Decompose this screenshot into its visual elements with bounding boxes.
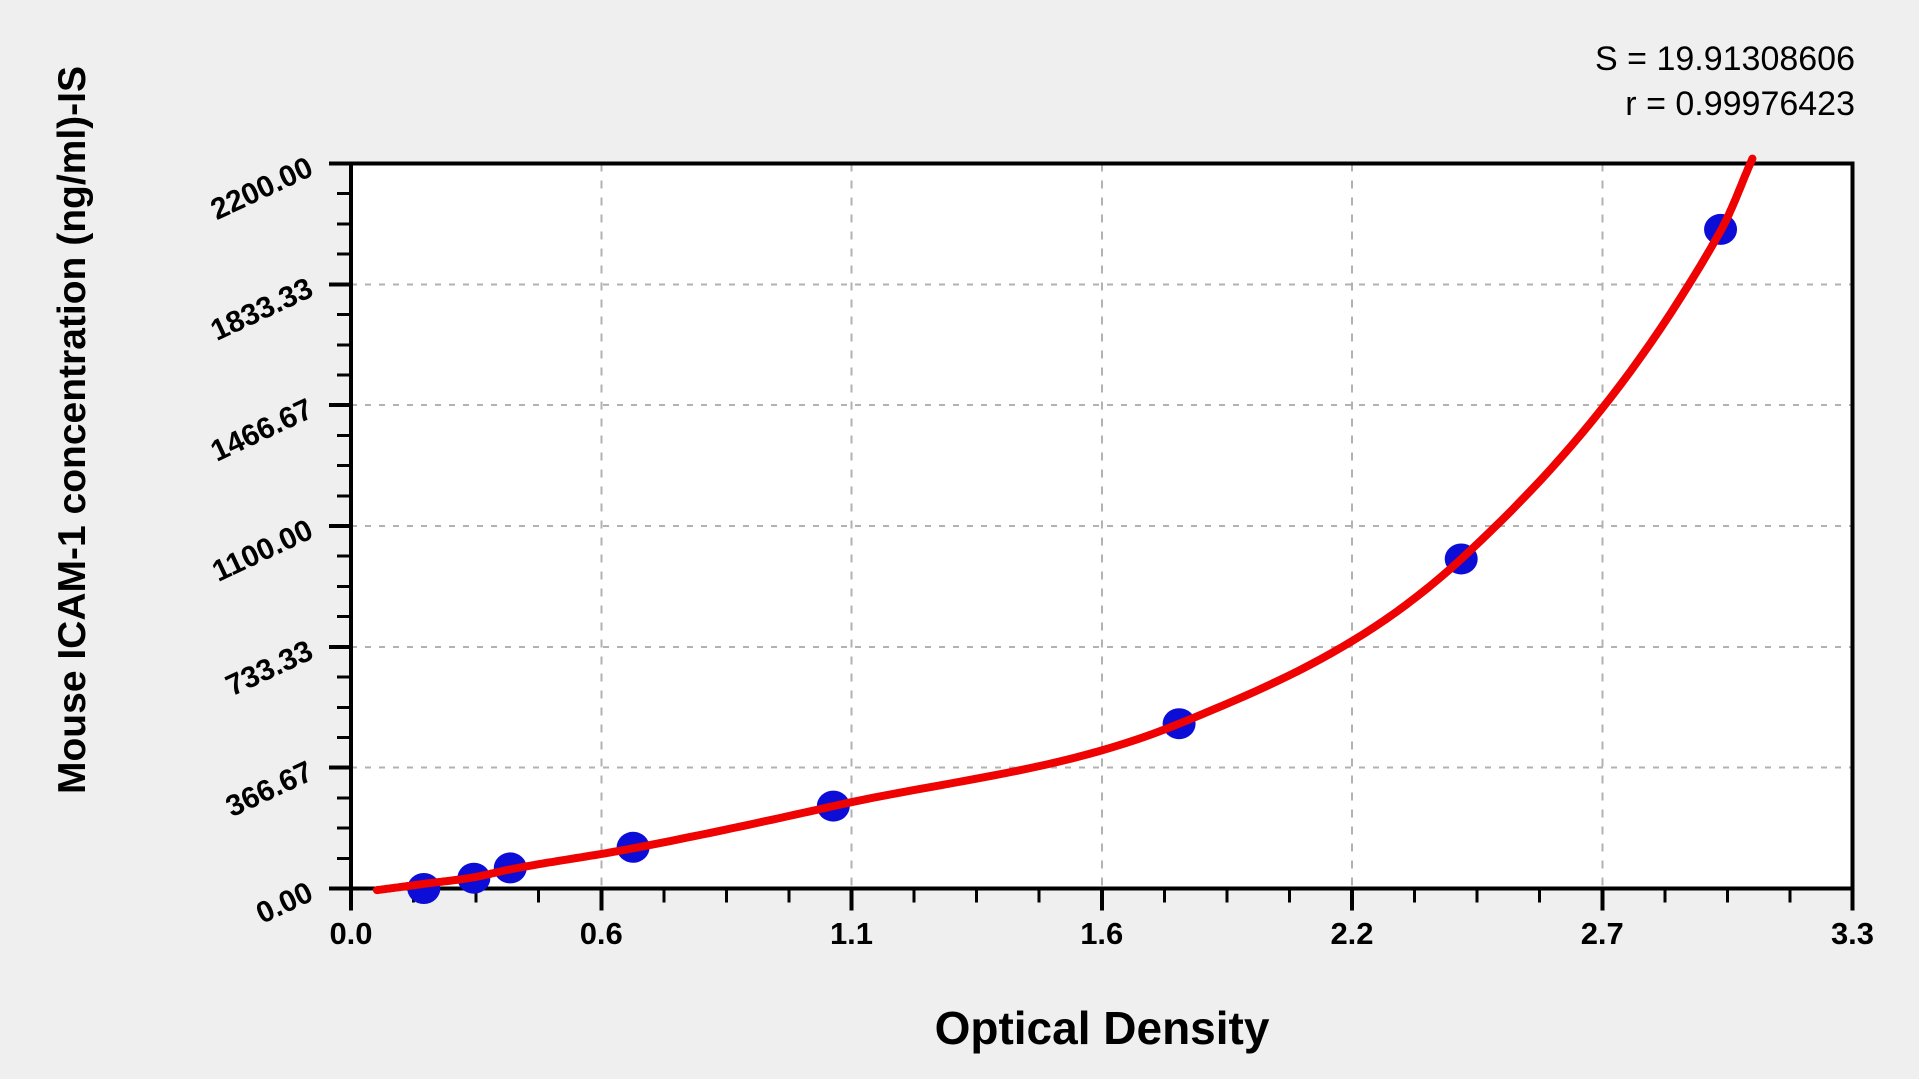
y-tick-label: 0.00 xyxy=(251,876,318,931)
x-tick-label: 3.3 xyxy=(1831,916,1874,951)
x-tick-label: 1.1 xyxy=(830,916,873,951)
x-tick-label: 0.6 xyxy=(580,916,623,951)
y-tick-label: 366.67 xyxy=(221,755,318,824)
y-axis-title: Mouse ICAM-1 concentration (ng/ml)-IS xyxy=(51,66,94,794)
x-tick-label: 1.6 xyxy=(1080,916,1123,951)
x-tick-label: 2.2 xyxy=(1330,916,1373,951)
fitted-curve-path xyxy=(372,154,1757,895)
y-tick-labels: 0.00 366.67 733.33 1100.00 1466.67 1833.33 220… xyxy=(206,151,318,931)
stat-r-value: r = 0.99976423 xyxy=(1625,85,1855,123)
x-tick-labels: 0.0 0.6 1.1 1.6 2.2 2.7 3.3 xyxy=(329,916,1874,951)
y-tick-label: 2200.00 xyxy=(206,151,318,227)
x-axis-title: Optical Density xyxy=(935,1002,1270,1054)
x-tick-label: 0.0 xyxy=(329,916,372,951)
y-tick-label: 733.33 xyxy=(221,634,318,703)
gridlines xyxy=(351,163,1853,889)
y-tick-label: 1833.33 xyxy=(206,272,318,348)
fit-curve xyxy=(372,154,1757,895)
y-tick-label: 1100.00 xyxy=(207,513,318,588)
x-tick-label: 2.7 xyxy=(1581,916,1624,951)
stat-s-value: S = 19.91308606 xyxy=(1595,40,1855,78)
y-tick-label: 1466.67 xyxy=(206,393,318,469)
